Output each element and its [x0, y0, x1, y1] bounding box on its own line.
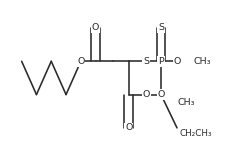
Text: P: P [158, 57, 164, 66]
Text: CH₂CH₃: CH₂CH₃ [180, 130, 212, 138]
Text: O: O [77, 57, 85, 66]
Text: S: S [158, 24, 164, 32]
Text: S: S [143, 57, 149, 66]
Text: O: O [125, 123, 133, 132]
Text: O: O [92, 24, 99, 32]
Text: O: O [143, 90, 150, 99]
Text: CH₃: CH₃ [177, 98, 194, 107]
Text: CH₃: CH₃ [193, 57, 211, 66]
Text: O: O [173, 57, 181, 66]
Text: O: O [157, 90, 165, 99]
